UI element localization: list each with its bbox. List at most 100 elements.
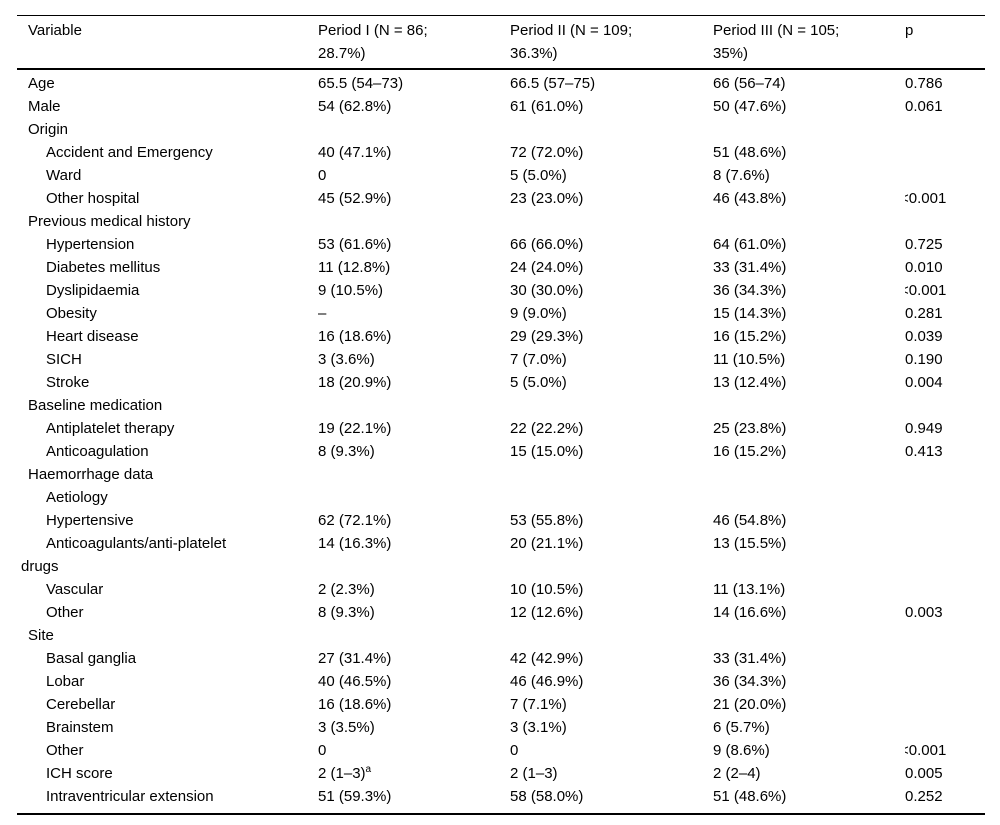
row-label: ICH score bbox=[46, 765, 113, 782]
period1-value bbox=[318, 394, 510, 417]
period3-value: 46 (43.8%) bbox=[713, 187, 905, 210]
period1-value-text: 19 (22.1%) bbox=[318, 420, 392, 437]
period3-value-text: 14 (16.6%) bbox=[713, 604, 787, 621]
period2-value: 15 (15.0%) bbox=[510, 440, 713, 463]
table-row: Site bbox=[17, 624, 985, 647]
table-row: Lobar 40 (46.5%) 46 (46.9%) 36 (34.3%) bbox=[17, 670, 985, 693]
p-value-text: 0.190 bbox=[905, 351, 943, 368]
period2-value: 29 (29.3%) bbox=[510, 325, 713, 348]
footnote-marker: a bbox=[365, 764, 372, 775]
row-label: Lobar bbox=[46, 673, 85, 690]
period3-value: 16 (15.2%) bbox=[713, 440, 905, 463]
period3-value: 6 (5.7%) bbox=[713, 716, 905, 739]
column-header-period2: Period II (N = 109; 36.3%) bbox=[510, 22, 633, 62]
period2-value-text: 53 (55.8%) bbox=[510, 512, 584, 529]
period2-value bbox=[510, 624, 713, 647]
table-row: SICH 3 (3.6%) 7 (7.0%) 11 (10.5%) 0.190 bbox=[17, 348, 985, 371]
p-value bbox=[905, 532, 985, 578]
period2-value-text: 23 (23.0%) bbox=[510, 190, 584, 207]
period2-value-text: 66 (66.0%) bbox=[510, 236, 584, 253]
period2-value bbox=[510, 210, 713, 233]
period3-value: 25 (23.8%) bbox=[713, 417, 905, 440]
period3-value-text: 33 (31.4%) bbox=[713, 259, 787, 276]
period1-value-text: 54 (62.8%) bbox=[318, 98, 392, 115]
period2-value: 20 (21.1%) bbox=[510, 532, 713, 578]
period3-value bbox=[713, 118, 905, 141]
table-row: Other hospital 45 (52.9%) 23 (23.0%) 46 (43… bbox=[17, 187, 985, 210]
p-value: 0.061 bbox=[905, 95, 985, 118]
row-label: Basal ganglia bbox=[46, 650, 137, 667]
row-label: Male bbox=[28, 98, 61, 115]
period3-value-text: 46 (54.8%) bbox=[713, 512, 787, 529]
row-label: SICH bbox=[46, 351, 82, 368]
period1-value-text: 3 (3.5%) bbox=[318, 719, 375, 736]
period2-value-text: 20 (21.1%) bbox=[510, 535, 584, 552]
period1-value: 14 (16.3%) bbox=[318, 532, 510, 578]
column-header-period3: Period III (N = 105; 35%) bbox=[713, 22, 840, 62]
period3-value bbox=[713, 463, 905, 486]
period2-value: 2 (1–3) bbox=[510, 762, 713, 785]
row-label: Ward bbox=[46, 167, 82, 184]
period3-value: 46 (54.8%) bbox=[713, 509, 905, 532]
period2-value-text: 61 (61.0%) bbox=[510, 98, 584, 115]
p-value: 0.786 bbox=[905, 69, 985, 95]
p-value bbox=[905, 210, 985, 233]
period1-value-text: 40 (47.1%) bbox=[318, 144, 392, 161]
row-label: Vascular bbox=[46, 581, 104, 598]
period3-value-text: 11 (10.5%) bbox=[713, 351, 786, 368]
column-header-variable: Variable bbox=[28, 22, 82, 39]
period3-value: 2 (2–4) bbox=[713, 762, 905, 785]
period3-value-text: 13 (12.4%) bbox=[713, 374, 787, 391]
period3-value: 64 (61.0%) bbox=[713, 233, 905, 256]
p-value: 0.039 bbox=[905, 325, 985, 348]
period2-value bbox=[510, 394, 713, 417]
period1-value: – bbox=[318, 302, 510, 325]
period1-value: 3 (3.6%) bbox=[318, 348, 510, 371]
row-label: Other bbox=[46, 604, 84, 621]
period1-value-text: 16 (18.6%) bbox=[318, 696, 392, 713]
table-row: Brainstem 3 (3.5%) 3 (3.1%) 6 (5.7%) bbox=[17, 716, 985, 739]
p-value: 0.190 bbox=[905, 348, 985, 371]
period3-value-text: 11 (13.1%) bbox=[713, 581, 786, 598]
period3-value-text: 51 (48.6%) bbox=[713, 144, 787, 161]
period2-value: 30 (30.0%) bbox=[510, 279, 713, 302]
period1-value: 0 bbox=[318, 164, 510, 187]
period3-value: 16 (15.2%) bbox=[713, 325, 905, 348]
period1-value: 27 (31.4%) bbox=[318, 647, 510, 670]
period1-value-text: 51 (59.3%) bbox=[318, 788, 392, 805]
row-label: Origin bbox=[28, 121, 69, 138]
period2-value: 10 (10.5%) bbox=[510, 578, 713, 601]
period3-value-text: 64 (61.0%) bbox=[713, 236, 787, 253]
period3-value-text: 36 (34.3%) bbox=[713, 282, 787, 299]
p-value: 0.003 bbox=[905, 601, 985, 624]
period2-value-text: 22 (22.2%) bbox=[510, 420, 584, 437]
period3-value-text: 51 (48.6%) bbox=[713, 788, 787, 805]
period3-value: 33 (31.4%) bbox=[713, 647, 905, 670]
p-value-text: <0.001 bbox=[905, 282, 947, 299]
table-row: Origin bbox=[17, 118, 985, 141]
row-label: Antiplatelet therapy bbox=[46, 420, 175, 437]
p-value bbox=[905, 624, 985, 647]
period1-value-text: 11 (12.8%) bbox=[318, 259, 391, 276]
row-label: Age bbox=[28, 75, 55, 92]
row-label: Accident and Emergency bbox=[46, 144, 213, 161]
period3-value: 13 (12.4%) bbox=[713, 371, 905, 394]
p-value: 0.004 bbox=[905, 371, 985, 394]
period3-value: 9 (8.6%) bbox=[713, 739, 905, 762]
period2-value-text: 5 (5.0%) bbox=[510, 374, 567, 391]
period3-value-text: 21 (20.0%) bbox=[713, 696, 787, 713]
period2-value: 66 (66.0%) bbox=[510, 233, 713, 256]
p-value: 0.281 bbox=[905, 302, 985, 325]
period3-value-text: 8 (7.6%) bbox=[713, 167, 770, 184]
period2-value-text: 12 (12.6%) bbox=[510, 604, 584, 621]
p-value-text: 0.252 bbox=[905, 788, 943, 805]
column-header-period1: Period I (N = 86; 28.7%) bbox=[318, 22, 428, 62]
column-header-pvalue: p bbox=[905, 22, 914, 39]
period2-value: 9 (9.0%) bbox=[510, 302, 713, 325]
table-row: Obesity – 9 (9.0%) 15 (14.3%) 0.281 bbox=[17, 302, 985, 325]
period1-value bbox=[318, 210, 510, 233]
table-row: Anticoagulants/anti-platelet drugs 14 (16… bbox=[17, 532, 985, 578]
period2-value-text: 0 bbox=[510, 742, 519, 759]
p-value-text: 0.061 bbox=[905, 98, 943, 115]
period1-value bbox=[318, 463, 510, 486]
